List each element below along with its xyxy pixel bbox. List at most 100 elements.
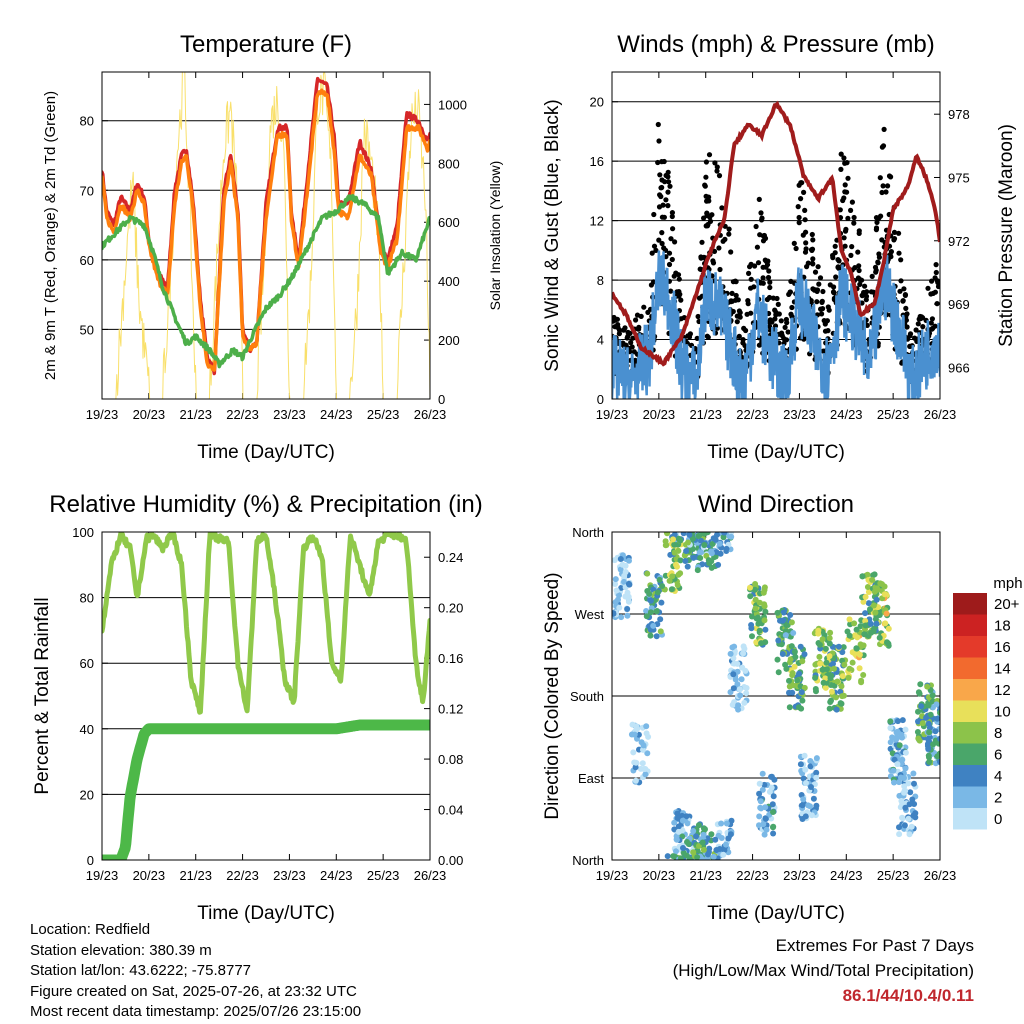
direction-point xyxy=(775,669,782,676)
direction-point xyxy=(756,813,763,820)
direction-point xyxy=(670,536,677,543)
gust-point xyxy=(856,228,862,234)
gust-point xyxy=(657,192,663,198)
direction-point xyxy=(823,659,830,666)
gust-point xyxy=(716,245,722,251)
direction-point xyxy=(925,745,932,752)
direction-point xyxy=(761,781,768,788)
direction-point xyxy=(708,550,715,557)
gust-point xyxy=(805,260,811,266)
y-tick-label: 80 xyxy=(80,114,94,129)
gust-point xyxy=(864,322,870,328)
direction-point xyxy=(800,775,807,782)
direction-point xyxy=(735,702,742,709)
direction-point xyxy=(700,846,707,853)
gust-point xyxy=(873,267,879,273)
direction-point xyxy=(761,617,768,624)
gust-point xyxy=(803,229,809,235)
direction-point xyxy=(937,758,940,765)
direction-point xyxy=(925,736,932,743)
direction-point xyxy=(833,706,840,713)
y-tick-label: 20 xyxy=(80,787,94,802)
direction-point xyxy=(834,678,841,685)
direction-point xyxy=(799,658,806,665)
direction-point xyxy=(625,598,632,605)
x-tick-label: 20/23 xyxy=(133,407,166,422)
series-2 xyxy=(612,250,940,399)
created-text: Figure created on Sat, 2025-07-26, at 23… xyxy=(30,982,357,1000)
direction-point xyxy=(876,634,883,641)
gust-point xyxy=(669,256,675,263)
chart-title: Wind Direction xyxy=(698,491,854,518)
gust-point xyxy=(714,325,721,331)
y-tick-label: North xyxy=(572,525,604,540)
direction-point xyxy=(770,824,776,831)
direction-point xyxy=(827,675,834,682)
y-axis-label: Direction (Colored By Speed) xyxy=(542,572,563,819)
gust-point xyxy=(756,196,762,202)
direction-point xyxy=(647,632,654,639)
direction-point xyxy=(826,640,833,647)
direction-point xyxy=(802,766,809,773)
direction-point xyxy=(853,626,860,633)
direction-point xyxy=(741,699,748,706)
gust-point xyxy=(934,301,940,307)
gust-point xyxy=(925,285,931,291)
plot-frame xyxy=(101,71,431,400)
x-tick-label: 22/23 xyxy=(736,407,769,422)
gust-point xyxy=(698,254,704,260)
gust-point xyxy=(651,243,658,249)
extremes-subtitle: (High/Low/Max Wind/Total Precipitation) xyxy=(672,961,974,980)
gust-point xyxy=(665,203,671,209)
gust-point xyxy=(862,283,868,289)
gust-point xyxy=(791,240,797,246)
legend-title: mph xyxy=(993,575,1022,592)
direction-point xyxy=(884,639,890,646)
direction-point xyxy=(911,780,917,787)
gust-point xyxy=(932,289,939,295)
direction-point xyxy=(616,604,623,611)
x-tick-label: 22/23 xyxy=(226,868,259,883)
gust-point xyxy=(661,214,668,220)
gust-point xyxy=(704,198,710,204)
gust-point xyxy=(714,168,720,174)
gust-point xyxy=(841,155,847,161)
gust-point xyxy=(668,236,674,242)
gust-point xyxy=(928,291,934,297)
direction-point xyxy=(690,849,697,856)
direction-point xyxy=(612,576,619,583)
direction-point xyxy=(797,643,804,650)
direction-point xyxy=(671,532,678,538)
series-line xyxy=(102,719,430,860)
gust-point xyxy=(904,311,910,317)
direction-point xyxy=(666,577,673,584)
direction-point xyxy=(934,753,940,760)
y-tick-label: 0 xyxy=(597,392,604,407)
direction-point xyxy=(898,798,905,804)
direction-point xyxy=(827,629,834,636)
direction-point xyxy=(653,608,660,615)
x-axis-label: Time (Day/UTC) xyxy=(197,903,335,924)
panel-2: Winds (mph) & Pressure (mb) Time (Day/UTC… xyxy=(542,31,1017,463)
gust-point xyxy=(798,196,804,202)
gust-point xyxy=(859,292,865,298)
direction-point xyxy=(762,626,769,633)
gust-point xyxy=(734,313,740,319)
direction-point xyxy=(684,839,690,845)
direction-point xyxy=(925,720,932,727)
series-line xyxy=(102,88,430,372)
direction-point xyxy=(663,532,670,536)
direction-point xyxy=(701,542,708,548)
gust-point xyxy=(735,297,741,303)
legend-label: 0 xyxy=(994,811,1002,828)
direction-point xyxy=(872,609,879,616)
x-tick-label: 21/23 xyxy=(179,407,212,422)
gust-point xyxy=(701,215,707,221)
direction-point xyxy=(633,723,640,730)
gust-point xyxy=(801,189,807,195)
gust-point xyxy=(859,277,865,283)
gust-point xyxy=(754,244,761,250)
gust-point xyxy=(720,238,726,244)
direction-point xyxy=(754,614,761,621)
